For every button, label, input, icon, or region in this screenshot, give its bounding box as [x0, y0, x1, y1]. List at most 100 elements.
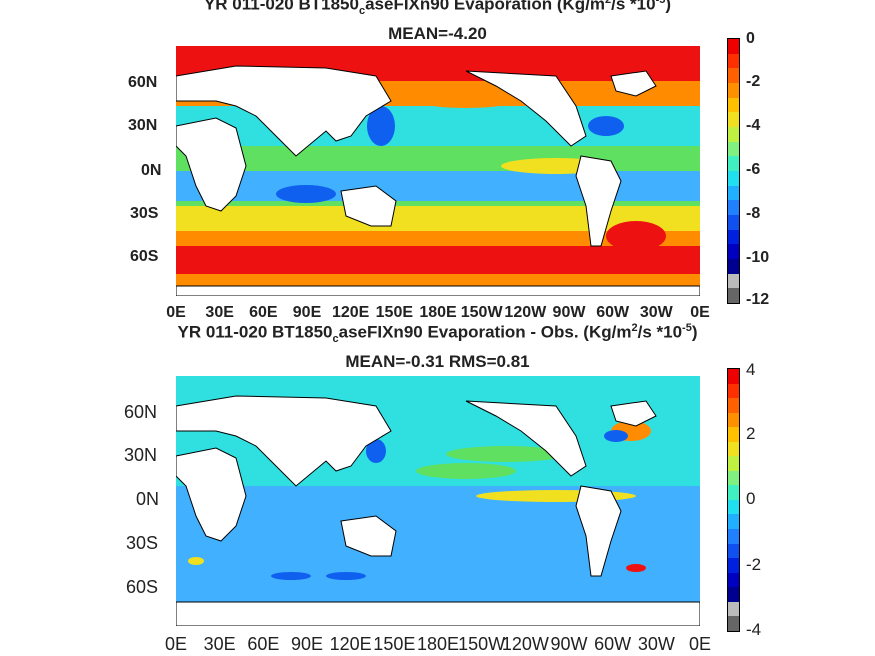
panel1-ytick-1: 30N: [128, 117, 158, 134]
panel1-ytick-2: 0N: [141, 162, 162, 179]
panel1-xtick-5: 150E: [375, 304, 414, 321]
panel1-map-svg: [176, 46, 700, 296]
panel1-cbtick-2: -4: [746, 117, 761, 134]
cbar2-segment: [728, 572, 739, 588]
panel1-cbtick-6: -12: [746, 291, 770, 308]
panel2-ytick-2: 0N: [136, 489, 160, 509]
panel1-xtick-6: 180E: [419, 304, 457, 321]
cbar2-segment: [728, 427, 739, 442]
cbar1-segment: [728, 39, 739, 54]
cbar2-segment: [728, 558, 739, 573]
panel2-xtick-11: 30W: [637, 634, 675, 654]
panel2-title-mid2: /s *10: [637, 322, 683, 342]
cbar2-segment: [728, 369, 739, 384]
cbar1-segment: [728, 141, 739, 157]
panel2-continents: [176, 395, 700, 626]
panel2-xtick-8: 120W: [501, 634, 549, 654]
cbar2-segment: [728, 456, 739, 471]
cbar2-segment: [728, 441, 739, 457]
panel2-xtick-6: 180E: [416, 634, 460, 654]
panel2-subtitle: MEAN=-0.31 RMS=0.81: [345, 352, 530, 371]
cbar1-segment: [728, 170, 739, 186]
panel2-cbtick-3: -2: [746, 555, 762, 574]
panel2-xtick-1: 30E: [203, 634, 236, 654]
panel1-xtick-10: 60W: [596, 304, 630, 321]
panel1-cbtick-5: -10: [746, 249, 770, 266]
cbar2-segment: [728, 412, 739, 428]
cbar1-segment: [728, 112, 739, 127]
cbar1-segment: [728, 126, 739, 142]
panel1-cbtick-4: -8: [746, 205, 761, 222]
panel2-title-sup1: 2: [631, 322, 638, 334]
panel2-title-mid: aseFIXn90 Evaporation - Obs. (Kg/m: [338, 322, 632, 342]
panel2-xtick-7: 150W: [458, 634, 506, 654]
cbar1-segment: [728, 53, 739, 69]
panel1-subtitle: MEAN=-4.20: [388, 24, 487, 43]
panel2-ytick-4: 60S: [126, 577, 159, 597]
panel2-map: [176, 376, 700, 626]
panel1-xtick-12: 0E: [690, 304, 710, 321]
panel2-title-sub: c: [332, 333, 339, 346]
panel2-title: YR 011-020 BT1850caseFIXn90 Evaporation …: [0, 322, 875, 345]
panel1-colorbar: [727, 38, 740, 304]
panel1-xtick-9: 90W: [552, 304, 586, 321]
panel1-map: [176, 46, 700, 296]
cbar1-segment: [728, 68, 739, 83]
panel1-xtick-3: 90E: [292, 304, 322, 321]
cbar1-segment: [728, 229, 739, 245]
cbar1-segment: [728, 214, 739, 230]
cbar2-segment: [728, 616, 739, 631]
cbar1-segment: [728, 82, 739, 98]
cbar2-segment: [728, 485, 739, 500]
panel2-xtick-9: 90W: [550, 634, 588, 654]
panel2-xtick-4: 120E: [329, 634, 372, 654]
panel1-xtick-7: 150W: [460, 304, 503, 321]
panel2-ytick-3: 30S: [126, 533, 159, 553]
panel1-title-prefix: YR 011-020 BT1850: [203, 0, 359, 14]
panel2-xtick-10: 60W: [594, 634, 632, 654]
cbar2-segment: [728, 499, 739, 515]
panel2-title-prefix: YR 011-020 BT1850: [177, 322, 333, 342]
cbar1-segment: [728, 258, 739, 274]
panel2-cbtick-4: -4: [746, 620, 762, 639]
panel2-xtick-5: 150E: [373, 634, 416, 654]
panel2-title-sup2: -5: [682, 322, 692, 334]
cbar2-segment: [728, 543, 739, 559]
panel1-cbtick-0: 0: [746, 30, 755, 47]
cbar2-segment: [728, 470, 739, 486]
panel2-xtick-2: 60E: [247, 634, 280, 654]
cbar2-segment: [728, 514, 739, 530]
panel2-xtick-3: 90E: [290, 634, 324, 654]
cbar1-segment: [728, 244, 739, 259]
panel1-xtick-1: 30E: [205, 304, 234, 321]
cbar1-segment: [728, 288, 739, 303]
panel2-cbtick-2: 0: [746, 489, 756, 508]
panel1-title-mid: aseFIXn90 Evaporation (Kg/m: [365, 0, 606, 14]
panel1-ytick-0: 60N: [128, 74, 158, 91]
panel1-title-end: ): [665, 0, 672, 14]
panel2-cbtick-0: 4: [746, 360, 756, 379]
panel1-xtick-4: 120E: [331, 304, 370, 321]
panel2-ytick-0: 60N: [124, 402, 158, 422]
panel2-map-svg: [176, 376, 700, 626]
cbar2-segment: [728, 601, 739, 617]
panel2-xtick-0: 0E: [164, 634, 188, 654]
cbar1-segment: [728, 97, 739, 113]
panel1-title-sub: c: [358, 5, 366, 18]
panel1-title-sup2: -5: [655, 0, 666, 6]
panel1-xtick-11: 30W: [639, 304, 673, 321]
panel1-title-sup1: 2: [605, 0, 612, 6]
panel1-ytick-3: 30S: [130, 205, 159, 222]
panel1-ytick-4: 60S: [130, 248, 159, 265]
cbar2-segment: [728, 587, 739, 602]
cbar2-segment: [728, 398, 739, 413]
panel1-cbtick-1: -2: [746, 73, 761, 90]
cbar2-segment: [728, 529, 739, 544]
panel1-xtick-8: 120W: [504, 304, 547, 321]
panel2-cbtick-1: 2: [746, 424, 756, 443]
panel1-continents: [176, 65, 700, 296]
cbar1-segment: [728, 273, 739, 289]
cbar1-segment: [728, 185, 739, 201]
panel2-xtick-12: 0E: [688, 634, 712, 654]
panel1-xtick-0: 0E: [166, 304, 186, 321]
